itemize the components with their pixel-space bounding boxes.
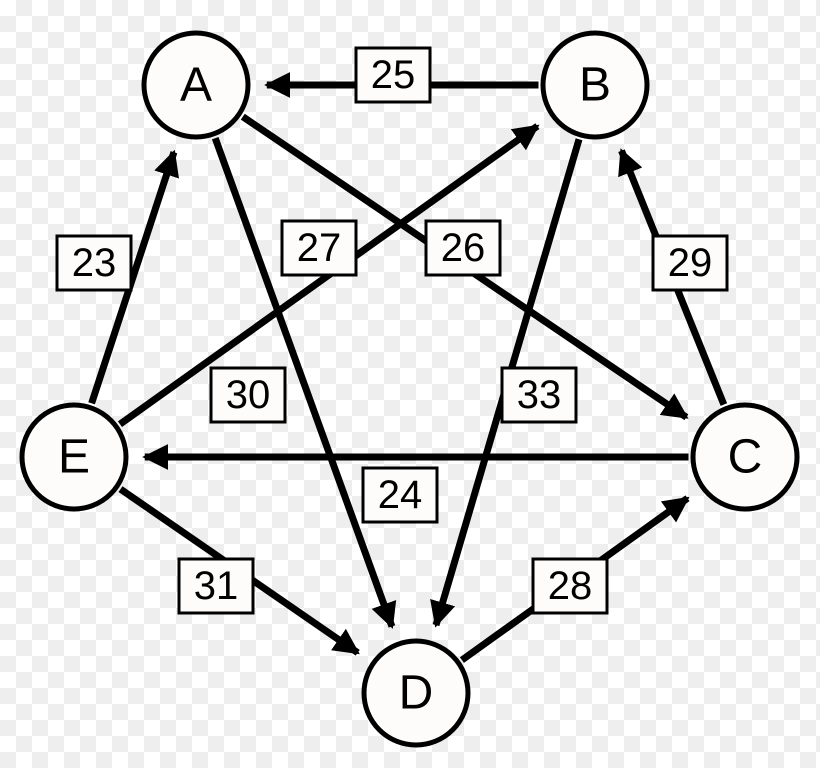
- edge-weight-A-D: 33: [517, 373, 562, 417]
- edge-labels-layer: 25 23 27 26 29 30 33 24 31 28: [57, 48, 727, 613]
- node-label-D: D: [399, 667, 434, 720]
- edge-weight-E-D: 31: [194, 564, 239, 608]
- edge-weight-B-A: 25: [371, 53, 416, 97]
- node-label-A: A: [180, 59, 212, 112]
- nodes-layer: A B C D E: [22, 33, 797, 745]
- edge-weight-B-D: 30: [226, 373, 271, 417]
- edge-weight-C-E: 24: [378, 473, 423, 517]
- node-label-B: B: [579, 59, 611, 112]
- edge-weight-C-B: 29: [668, 241, 713, 285]
- node-label-C: C: [728, 431, 763, 484]
- edge-weight-D-C: 28: [548, 564, 593, 608]
- edge-weight-A-C: 27: [297, 226, 342, 270]
- edge-weight-E-A: 23: [72, 241, 117, 285]
- graph-diagram: 25 23 27 26 29 30 33 24 31 28 A B C D E: [0, 0, 820, 768]
- edge-weight-E-B: 26: [441, 226, 486, 270]
- node-label-E: E: [58, 431, 90, 484]
